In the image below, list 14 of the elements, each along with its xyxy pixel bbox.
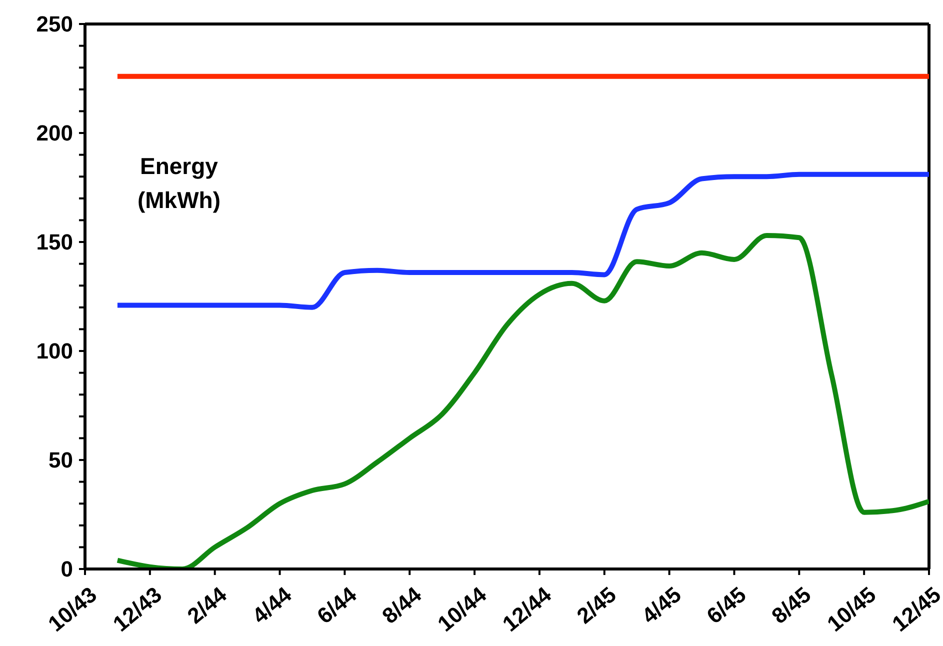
y-tick-label: 150 — [36, 230, 73, 254]
y-tick-label: 0 — [60, 556, 73, 582]
x-tick-label: 8/45 — [766, 582, 816, 629]
y-tick-label: 200 — [36, 120, 73, 146]
y-tick-label: 50 — [48, 448, 73, 472]
x-tick-label: 6/45 — [702, 582, 751, 629]
x-tick-label: 4/45 — [636, 582, 686, 629]
x-tick-label: 2/44 — [182, 581, 232, 629]
y-tick-label: 100 — [36, 338, 73, 364]
x-tick-label: 4/44 — [247, 581, 297, 629]
y-axis-title: Energy (MkWh) — [137, 153, 221, 213]
y-tick-label: 250 — [36, 12, 73, 36]
x-tick-label: 8/44 — [377, 581, 427, 629]
x-tick-label: 6/44 — [312, 581, 362, 629]
